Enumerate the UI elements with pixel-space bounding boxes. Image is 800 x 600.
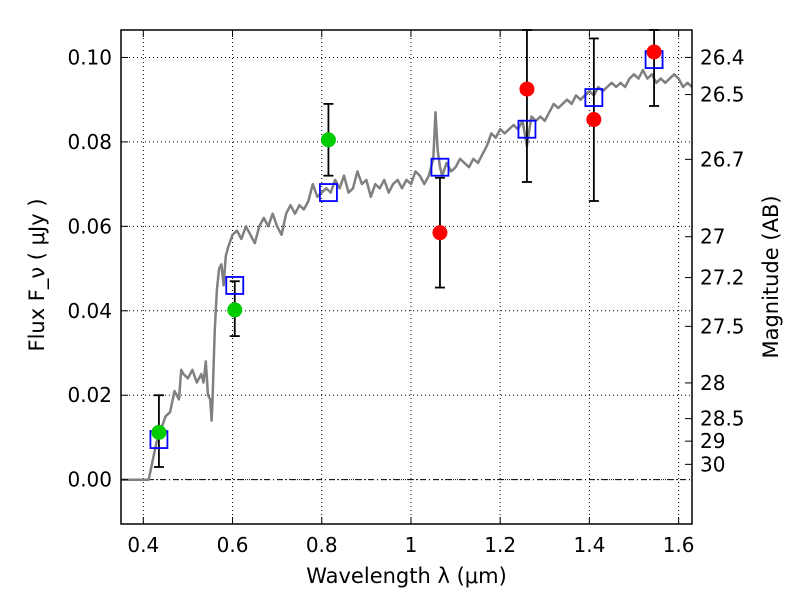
y-axis-title: Flux F_ν ( μJy ): [25, 198, 50, 351]
right-tick-label: 28: [700, 371, 725, 395]
right-axis-title: Magnitude (AB): [759, 195, 783, 358]
photometry-point: [151, 424, 167, 440]
x-tick-label: 0.6: [217, 533, 249, 557]
photometry-point: [320, 132, 336, 148]
y-tick-label: 0.06: [67, 214, 112, 238]
x-axis-title: Wavelength λ (μm): [306, 564, 507, 588]
x-tick-label: 1.2: [484, 533, 516, 557]
photometry-point: [227, 302, 243, 318]
model-square-marker: [319, 183, 338, 202]
model-square-marker: [430, 157, 450, 177]
right-tick-label: 26.5: [700, 83, 745, 107]
y-tick-label: 0.08: [67, 130, 112, 154]
model-square-marker: [517, 119, 537, 139]
y-tick-label: 0.00: [67, 468, 112, 492]
spectrum-series: [121, 68, 693, 481]
right-tick-label: 27.2: [700, 266, 745, 290]
x-tick-label: 1.4: [573, 533, 605, 557]
spectrum-line: [121, 68, 693, 481]
right-tick-label: 26.7: [700, 147, 745, 171]
y-tick-label: 0.02: [67, 383, 112, 407]
x-tick-label: 0.8: [306, 533, 338, 557]
right-tick-label: 27.5: [700, 314, 745, 338]
model-square-marker: [225, 276, 245, 295]
x-axis-ticks: 0.4 0.6 0.8 1 1.2 1.4 1.6: [127, 30, 695, 557]
model-square-marker: [584, 88, 604, 107]
x-tick-label: 1.6: [663, 533, 695, 557]
right-tick-label: 30: [700, 452, 725, 476]
photometry-points: [151, 44, 662, 440]
right-tick-label: 29: [700, 429, 725, 453]
right-tick-label: 28.5: [700, 407, 745, 431]
photometry-point: [586, 112, 602, 128]
y-axis-ticks: 0.00 0.02 0.04 0.06 0.08 0.10: [67, 45, 128, 492]
plot-frame: [120, 29, 693, 525]
x-tick-label: 0.4: [127, 533, 159, 557]
photometry-point: [432, 225, 448, 241]
right-tick-label: 27: [700, 225, 725, 249]
photometry-point: [646, 44, 662, 60]
y-tick-label: 0.04: [67, 299, 112, 323]
right-tick-label: 26.4: [700, 45, 745, 69]
x-tick-label: 1: [405, 533, 418, 557]
grid: [121, 30, 692, 524]
photometry-point: [519, 81, 535, 97]
y-tick-label: 0.10: [67, 45, 112, 69]
